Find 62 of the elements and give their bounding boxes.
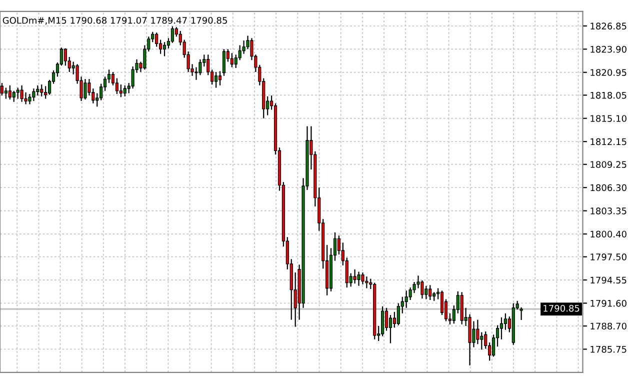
candlestick [218,70,222,86]
y-tick-label: 1785.75 [590,346,626,353]
candlestick [214,71,218,88]
candlestick [40,84,44,97]
y-tick-label: 1794.55 [590,276,626,284]
y-tick-label: 1809.25 [590,161,626,168]
candlestick [64,48,67,66]
candlestick [8,84,12,100]
candlestick [20,84,24,102]
candlestick [428,284,432,301]
y-tick-label: 1803.35 [590,208,626,214]
y-tick-label: 1800.40 [590,230,626,238]
candlestick [162,42,166,57]
candlestick [440,290,444,316]
candlestick [4,87,8,100]
y-tick-label: 1791.60 [590,300,626,307]
candlestick [107,69,111,84]
y-tick-label: 1797.50 [590,254,626,260]
candlestick [88,78,91,96]
candlestick [384,307,388,332]
y-tick-label: 1818.05 [590,92,626,99]
candlestick [396,302,400,326]
candlestick [504,312,507,330]
candlestick [365,276,368,289]
ref-line-label: 1790.85 [544,304,580,312]
text: GOLDm#,M15 1790.68 1791.07 1789.47 1790.85 [2,16,227,25]
candlestick [520,306,523,320]
candlestick [170,26,174,44]
candlestick [234,54,238,69]
candlestick [361,272,364,285]
candlestick [238,44,242,61]
candlestick [123,84,126,97]
y-tick-label: 1815.10 [590,115,626,122]
candlestick [420,280,424,300]
candlestick [424,285,428,300]
candlestick [198,58,202,76]
candlestick [119,84,122,98]
candlestick [242,40,246,54]
y-tick-label: 1788.70 [590,322,626,330]
y-tick-label: 1820.95 [590,69,626,76]
candlestick [357,271,360,286]
candlestick [0,82,4,96]
candlestick [12,90,16,102]
candlestick [353,268,356,284]
candlestick [404,290,408,308]
y-tick-label: 1812.15 [590,138,626,146]
candlestick [472,320,476,348]
candlestick [230,52,234,68]
y-tick-label: 1826.85 [590,22,626,30]
y-tick-label: 1823.90 [590,46,626,53]
y-tick-label: 1806.30 [590,184,626,192]
candlestick [480,332,484,350]
candlestick [32,88,36,102]
candlestick [115,78,118,95]
candlestick [155,32,158,48]
candlestick [16,87,20,100]
candlestick [500,316,504,340]
candlestick [388,314,392,344]
candlestick [476,319,480,345]
candlestick [381,306,384,337]
candlestick [84,78,87,100]
candlestick [222,48,226,76]
